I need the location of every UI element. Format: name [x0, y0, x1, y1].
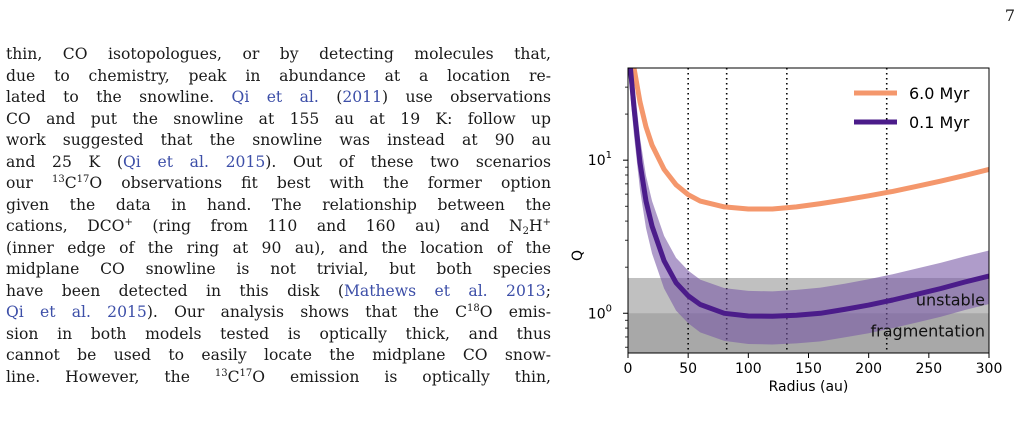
superscript: 13: [214, 367, 228, 379]
text-span: our: [6, 174, 52, 192]
text-line: cations, DCO+ (ring from 110 and 160 au)…: [6, 216, 551, 238]
text-span: ). Our analysis shows that the C: [146, 303, 467, 321]
citation-link[interactable]: Qi et al.: [231, 88, 319, 106]
text-span: (inner edge of the ring at 90 au), and t…: [6, 238, 551, 257]
uncertainty-band: [628, 68, 989, 345]
text-span: (: [318, 88, 343, 106]
text-span: O emis-: [479, 303, 552, 321]
text-span: ) use observations: [382, 88, 552, 106]
text-span: line. However, the: [6, 367, 215, 386]
text-line: have been detected in this disk (Mathews…: [6, 281, 551, 303]
text-span: ;: [545, 281, 551, 300]
superscript: +: [542, 217, 551, 228]
body-text-column: thin, CO isotopologues, or by detecting …: [6, 44, 551, 388]
text-span: sion in both models tested is optically …: [6, 324, 551, 343]
text-span: CO and put the snowline at 155 au at 19 …: [6, 109, 551, 128]
series-line: [631, 68, 989, 212]
text-span: cannot be used to easily locate the midp…: [6, 346, 551, 364]
text-line: lated to the snowline. Qi et al. (2011) …: [6, 87, 551, 109]
text-span: midplane CO snowline is not trivial, but…: [6, 260, 551, 278]
text-span: cations, DCO: [6, 217, 125, 235]
text-span: given the data in hand. The relationship…: [6, 195, 551, 214]
text-line: midplane CO snowline is not trivial, but…: [6, 259, 551, 281]
citation-link[interactable]: Qi et al. 2015: [123, 152, 266, 171]
x-tick-label: 200: [855, 361, 882, 377]
text-line: thin, CO isotopologues, or by detecting …: [6, 44, 551, 66]
text-span: O observations fit best with the former …: [89, 174, 551, 192]
x-tick-label: 50: [679, 361, 697, 377]
text-line: cannot be used to easily locate the midp…: [6, 345, 551, 367]
y-axis-label: Q: [570, 250, 586, 261]
text-line: line. However, the 13C17O emission is op…: [6, 367, 551, 389]
legend-label: 6.0 Myr: [909, 84, 970, 103]
legend-label: 0.1 Myr: [909, 113, 970, 132]
x-tick-label: 150: [795, 361, 822, 377]
citation-link[interactable]: 2011: [342, 88, 383, 106]
x-tick-label: 250: [915, 361, 942, 377]
region-label: unstable: [916, 290, 985, 309]
text-span: C: [227, 367, 240, 386]
text-span: due to chemistry, peak in abundance at a…: [6, 66, 551, 85]
text-span: work suggested that the snowline was ins…: [6, 131, 551, 149]
page-number: 7: [1004, 6, 1015, 25]
text-line: CO and put the snowline at 155 au at 19 …: [6, 109, 551, 131]
text-line: (inner edge of the ring at 90 au), and t…: [6, 238, 551, 260]
superscript: 17: [239, 367, 253, 379]
superscript: +: [124, 217, 133, 228]
text-span: ). Out of these two scenarios: [265, 152, 551, 171]
text-line: Qi et al. 2015). Our analysis shows that…: [6, 302, 551, 324]
citation-link[interactable]: Mathews et al. 2013: [343, 281, 546, 300]
superscript: 17: [76, 174, 90, 185]
text-line: due to chemistry, peak in abundance at a…: [6, 66, 551, 88]
text-span: H: [528, 217, 543, 235]
citation-link[interactable]: Qi et al. 2015: [6, 303, 147, 321]
text-line: work suggested that the snowline was ins…: [6, 130, 551, 152]
subscript: 2: [522, 226, 529, 237]
tick-base: 10: [588, 153, 606, 169]
x-axis-label: Radius (au): [769, 379, 849, 395]
y-tick-label: 100: [588, 303, 612, 322]
series-line: [628, 68, 989, 319]
text-span: thin, CO isotopologues, or by detecting …: [6, 45, 551, 63]
text-span: (ring from 110 and 160 au) and N: [132, 217, 523, 235]
text-span: lated to the snowline.: [6, 88, 232, 106]
text-line: sion in both models tested is optically …: [6, 324, 551, 346]
tick-exponent: 1: [606, 150, 612, 161]
y-tick-label: 101: [588, 150, 612, 169]
plot-area: unstable fragmentation: [628, 68, 989, 353]
text-span: C: [64, 174, 77, 192]
tick-exponent: 0: [606, 303, 612, 314]
superscript: 13: [51, 174, 65, 185]
text-span: O emission is optically thin,: [252, 367, 551, 386]
superscript: 18: [467, 303, 480, 314]
x-tick-label: 0: [624, 361, 633, 377]
text-span: have been detected in this disk (: [6, 281, 344, 300]
text-line: given the data in hand. The relationship…: [6, 195, 551, 217]
x-tick-label: 100: [735, 361, 762, 377]
region-label: fragmentation: [871, 321, 985, 340]
x-tick-label: 300: [976, 361, 1003, 377]
text-line: and 25 K (Qi et al. 2015). Out of these …: [6, 152, 551, 174]
tick-base: 10: [588, 306, 606, 322]
text-span: and 25 K (: [6, 152, 123, 171]
text-line: our 13C17O observations fit best with th…: [6, 173, 551, 195]
